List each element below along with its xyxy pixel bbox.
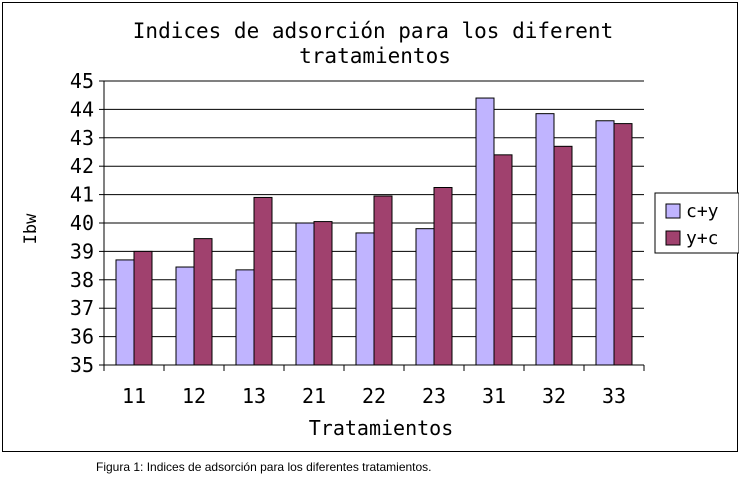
x-tick-label: 33 bbox=[602, 384, 626, 408]
x-tick-label: 11 bbox=[122, 384, 146, 408]
x-tick-label: 31 bbox=[482, 384, 506, 408]
bar-y-c-32 bbox=[553, 145, 573, 366]
y-tick-label: 41 bbox=[70, 183, 94, 207]
bar-y-c-31 bbox=[493, 154, 513, 366]
figure-caption: Figura 1: Indices de adsorción para los … bbox=[96, 460, 432, 474]
bar-c-y-22 bbox=[355, 232, 375, 366]
y-tick-label: 35 bbox=[70, 353, 94, 377]
bar-y-c-11 bbox=[133, 250, 153, 366]
x-tick-label: 32 bbox=[542, 384, 566, 408]
bar-c-y-13 bbox=[235, 269, 255, 366]
bar-y-c-33 bbox=[613, 123, 633, 366]
y-axis-title: Ibw bbox=[21, 213, 41, 244]
bar-c-y-33 bbox=[595, 120, 615, 366]
y-tick-label: 42 bbox=[70, 154, 94, 178]
y-tick-label: 43 bbox=[70, 126, 94, 150]
y-tick-labels: 35 36 37 38 39 40 41 42 43 44 45 bbox=[70, 69, 94, 377]
bar-y-c-23 bbox=[433, 187, 453, 366]
axes bbox=[99, 80, 645, 371]
y-tick-label: 38 bbox=[70, 268, 94, 292]
x-tick-label: 21 bbox=[302, 384, 326, 408]
bar-c-y-11 bbox=[115, 259, 135, 366]
legend: c+y y+c bbox=[654, 192, 739, 254]
y-tick-label: 39 bbox=[70, 239, 94, 263]
bar-c-y-21 bbox=[295, 222, 315, 366]
legend-label-y-c: y+c bbox=[686, 228, 719, 249]
x-tick-label: 22 bbox=[362, 384, 386, 408]
chart-title-line-1: Indices de adsorción para los diferent bbox=[133, 19, 613, 43]
bar-chart: Indices de adsorción para los diferent t… bbox=[21, 19, 739, 440]
x-tick-label: 13 bbox=[242, 384, 266, 408]
y-tick-label: 36 bbox=[70, 325, 94, 349]
bar-c-y-12 bbox=[175, 266, 195, 366]
bar-c-y-31 bbox=[475, 97, 495, 366]
y-tick-label: 40 bbox=[70, 211, 94, 235]
y-tick-label: 44 bbox=[70, 97, 94, 121]
chart-frame: Indices de adsorción para los diferent t… bbox=[2, 2, 739, 452]
bar-y-c-22 bbox=[373, 195, 393, 366]
legend-swatch-y-c bbox=[665, 230, 681, 246]
y-tick-label: 45 bbox=[70, 69, 94, 93]
bar-y-c-12 bbox=[193, 238, 213, 366]
legend-swatch-c-y bbox=[665, 203, 681, 219]
bar-c-y-32 bbox=[535, 113, 555, 366]
chart-title-line-2: tratamientos bbox=[299, 44, 451, 68]
x-axis-title: Tratamientos bbox=[309, 416, 454, 440]
x-tick-label: 23 bbox=[422, 384, 446, 408]
legend-label-c-y: c+y bbox=[686, 201, 719, 222]
bar-y-c-13 bbox=[253, 196, 273, 366]
x-tick-label: 12 bbox=[182, 384, 206, 408]
bar-y-c-21 bbox=[313, 221, 333, 366]
bar-c-y-23 bbox=[415, 228, 435, 366]
x-tick-labels: 11 12 13 21 22 23 31 32 33 bbox=[122, 384, 626, 408]
bars bbox=[115, 97, 633, 366]
y-tick-label: 37 bbox=[70, 296, 94, 320]
